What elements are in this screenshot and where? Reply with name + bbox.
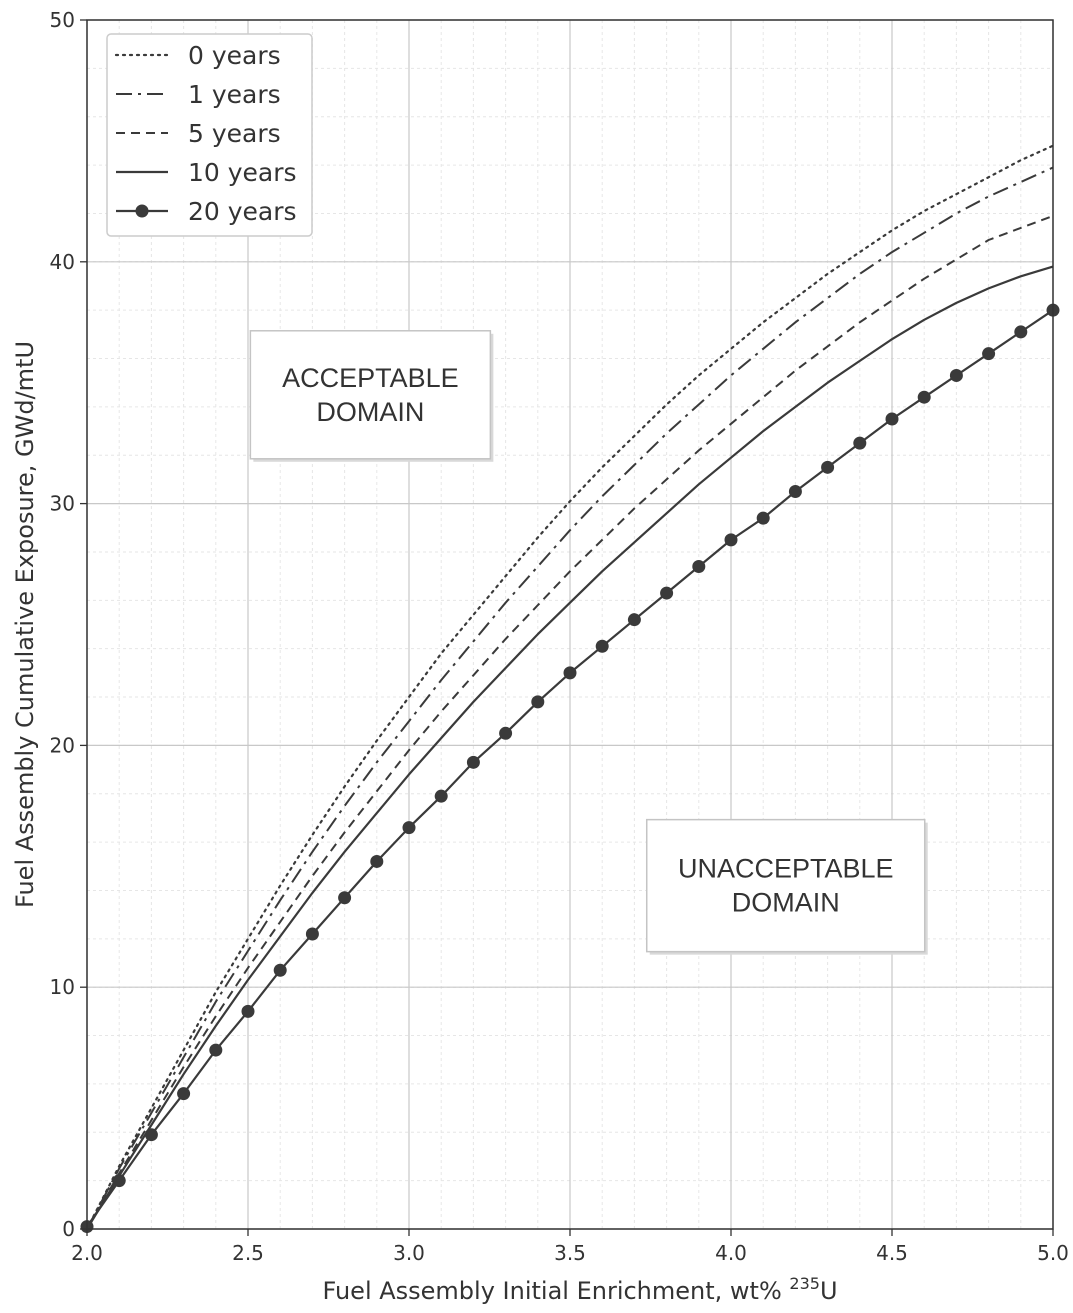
legend-item: 5 years xyxy=(116,119,281,148)
domain-annotations: ACCEPTABLE DOMAIN UNACCEPTABLE DOMAIN xyxy=(249,330,928,955)
annotation-text: DOMAIN xyxy=(316,397,424,427)
legend-item: 0 years xyxy=(114,41,281,70)
series-point xyxy=(1014,325,1028,339)
x-tick-label: 3.5 xyxy=(554,1241,586,1265)
annotation-box xyxy=(645,818,926,953)
series-point xyxy=(692,559,706,573)
series-point xyxy=(756,511,770,525)
x-tick-label: 4.5 xyxy=(876,1241,908,1265)
legend-label: 10 years xyxy=(188,158,297,187)
annotation-text: UNACCEPTABLE xyxy=(678,854,894,884)
series-point xyxy=(724,533,738,547)
series-point xyxy=(305,927,319,941)
series-point xyxy=(853,436,867,450)
y-tick-label: 30 xyxy=(50,492,75,516)
series-point xyxy=(338,891,352,905)
annotation-box xyxy=(249,330,492,460)
x-axis-label: Fuel Assembly Initial Enrichment, wt% 23… xyxy=(322,1274,837,1305)
y-tick-label: 10 xyxy=(50,975,75,999)
series-point xyxy=(273,963,287,977)
series-line-4 xyxy=(86,265,1054,1230)
series-point xyxy=(595,639,609,653)
x-tick-label: 5.0 xyxy=(1037,1241,1069,1265)
series-layer xyxy=(80,144,1060,1234)
y-tick-label: 0 xyxy=(62,1217,75,1241)
x-axis-label-suffix: U xyxy=(820,1277,838,1305)
series-point xyxy=(112,1174,126,1188)
y-axis-label: Fuel Assembly Cumulative Exposure, GWd/m… xyxy=(11,341,39,908)
series-point xyxy=(209,1043,223,1057)
annotation-text: DOMAIN xyxy=(732,888,840,918)
legend-label: 5 years xyxy=(188,119,281,148)
y-tick-label: 50 xyxy=(50,8,75,32)
series-point xyxy=(563,666,577,680)
x-tick-label: 3.0 xyxy=(393,1241,425,1265)
series-point xyxy=(627,613,641,627)
series-point xyxy=(177,1087,191,1101)
legend-label: 0 years xyxy=(188,41,281,70)
legend-label: 20 years xyxy=(188,197,297,226)
x-axis-label-main: Fuel Assembly Initial Enrichment, wt% xyxy=(322,1277,789,1305)
x-tick-label: 4.0 xyxy=(715,1241,747,1265)
x-tick-label: 2.5 xyxy=(232,1241,264,1265)
series-line-1 xyxy=(85,144,1055,1231)
series-point xyxy=(402,821,416,835)
series-point xyxy=(660,586,674,600)
legend: 0 years 1 years 5 years 10 years 20 years xyxy=(106,33,313,237)
series-point xyxy=(531,695,545,709)
series-point xyxy=(466,755,480,769)
series-point xyxy=(917,390,931,404)
series-point xyxy=(144,1128,158,1142)
series-point xyxy=(499,726,513,740)
x-tick-label: 2.0 xyxy=(71,1241,103,1265)
series-line-2 xyxy=(86,166,1054,1230)
legend-item: 10 years xyxy=(116,158,297,187)
series-point xyxy=(241,1004,255,1018)
y-tick-label: 20 xyxy=(50,733,75,757)
series-point xyxy=(982,347,996,361)
series-point xyxy=(949,368,963,382)
legend-item: 1 years xyxy=(116,80,281,109)
legend-label: 1 years xyxy=(188,80,281,109)
domain-annotation-1: ACCEPTABLE DOMAIN xyxy=(249,330,494,462)
legend-item: 20 years xyxy=(116,197,297,226)
legend-marker xyxy=(135,204,149,218)
annotation-text: ACCEPTABLE xyxy=(282,363,459,393)
axis-ticks: 2.0 2.5 3.0 3.5 4.0 4.5 5.0 0 10 20 30 40 50 xyxy=(50,8,1069,1265)
legend-box xyxy=(106,33,313,237)
series-point xyxy=(821,460,835,474)
series-line-3 xyxy=(86,214,1054,1230)
series-point xyxy=(434,789,448,803)
y-tick-label: 40 xyxy=(50,250,75,274)
x-axis-label-superscript: 235 xyxy=(789,1274,820,1293)
series-point xyxy=(885,412,899,426)
series-point xyxy=(788,485,802,499)
series-point xyxy=(370,854,384,868)
domain-annotation-2: UNACCEPTABLE DOMAIN xyxy=(645,818,928,955)
